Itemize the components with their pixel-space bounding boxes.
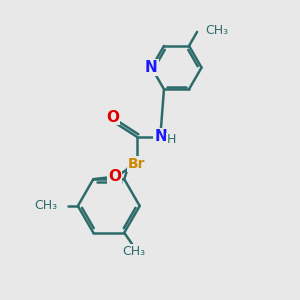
Text: N: N xyxy=(145,60,158,75)
Text: CH₃: CH₃ xyxy=(34,200,57,212)
Text: O: O xyxy=(107,110,120,124)
Text: CH₃: CH₃ xyxy=(206,24,229,37)
Text: H: H xyxy=(167,133,176,146)
Text: CH₃: CH₃ xyxy=(122,245,146,258)
Text: N: N xyxy=(154,129,167,144)
Text: O: O xyxy=(108,169,121,184)
Text: Br: Br xyxy=(128,157,146,171)
